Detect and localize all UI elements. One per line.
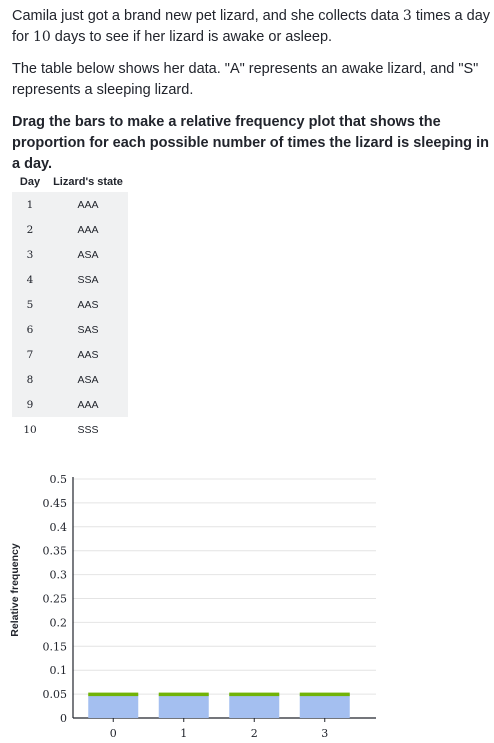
y-tick-label: 0.25 <box>43 593 68 606</box>
day-cell: 2 <box>12 217 48 242</box>
relative-frequency-chart: 0 0.05 0.1 0.15 0.2 0.25 0.3 0.35 0.4 0.45 0.5 0 1 2 3 <box>43 473 376 740</box>
state-cell: SAS <box>48 317 128 342</box>
day-cell: 1 <box>12 192 48 217</box>
x-tick-label: 1 <box>180 727 187 740</box>
y-tick-label: 0.4 <box>50 521 68 534</box>
y-tick-label: 0.05 <box>43 688 68 701</box>
bar-drag-handle-3[interactable] <box>299 692 350 697</box>
bar-3[interactable] <box>299 694 350 718</box>
problem-prompt: Camila just got a brand new pet lizard, … <box>12 6 490 186</box>
table-row: 6 SAS <box>12 317 128 342</box>
state-cell: ASA <box>48 242 128 267</box>
table-body: 1 AAA 2 AAA 3 ASA 4 SSA 5 AAS 6 SAS 7 AAS 8 ASA 9 AAA 10 SS… <box>12 192 128 442</box>
instruction: Drag the bars to make a relative frequen… <box>12 114 489 172</box>
table-row: 4 SSA <box>12 267 128 292</box>
bar-drag-handle-1[interactable] <box>158 692 209 697</box>
lizard-data-table: Day Lizard's state 1 AAA 2 AAA 3 ASA 4 SSA 5 AAS 6… <box>12 171 128 442</box>
day-cell: 6 <box>12 317 48 342</box>
times-per-day-value: 3 <box>402 8 412 24</box>
y-tick-label: 0.45 <box>43 497 68 510</box>
x-tick-label: 2 <box>251 727 258 740</box>
table-row: 8 ASA <box>12 367 128 392</box>
table-row: 9 AAA <box>12 392 128 417</box>
y-tick-label: 0.2 <box>50 616 68 629</box>
y-tick-label: 0.3 <box>50 569 68 582</box>
state-cell: AAA <box>48 192 128 217</box>
day-cell: 9 <box>12 392 48 417</box>
bar-2[interactable] <box>229 694 280 718</box>
bar-0[interactable] <box>88 694 139 718</box>
state-cell: AAS <box>48 292 128 317</box>
intro-text: Camila just got a brand new pet lizard, … <box>12 8 403 24</box>
day-cell: 4 <box>12 267 48 292</box>
intro-text-2: times a day for <box>12 8 491 45</box>
table-row: 3 ASA <box>12 242 128 267</box>
table-description: The table below shows her data. "A" repr… <box>12 61 479 98</box>
y-tick-label: 0.35 <box>43 545 68 558</box>
problem-intro: Camila just got a brand new pet lizard, … <box>12 6 490 48</box>
table-row: 1 AAA <box>12 192 128 217</box>
y-tick-label: 0 <box>60 712 67 725</box>
day-cell: 7 <box>12 342 48 367</box>
header-state: Lizard's state <box>53 175 123 188</box>
day-cell: 3 <box>12 242 48 267</box>
state-cell: SSS <box>77 423 99 436</box>
table-row: 2 AAA <box>12 217 128 242</box>
x-tick-label: 0 <box>110 727 117 740</box>
table-header-row: Day Lizard's state <box>12 171 128 192</box>
day-cell: 10 <box>23 423 37 436</box>
header-day: Day <box>19 175 41 188</box>
x-tick-label: 3 <box>321 727 328 740</box>
day-cell: 8 <box>12 367 48 392</box>
state-cell: AAS <box>48 342 128 367</box>
intro-text-3: days to see if her lizard is awake or as… <box>50 29 333 45</box>
bar-drag-handle-2[interactable] <box>229 692 280 697</box>
bar-1[interactable] <box>158 694 209 718</box>
day-cell: 5 <box>12 292 48 317</box>
bar-drag-handle-0[interactable] <box>88 692 139 697</box>
state-cell: AAA <box>48 217 128 242</box>
y-tick-label: 0.1 <box>50 664 68 677</box>
state-cell: AAA <box>48 392 128 417</box>
table-row: 5 AAS <box>12 292 128 317</box>
state-cell: SSA <box>48 267 128 292</box>
table-row: 7 AAS <box>12 342 128 367</box>
y-tick-label: 0.15 <box>43 640 68 653</box>
days-value: 10 <box>32 29 51 45</box>
state-cell: ASA <box>48 367 128 392</box>
table-row: 10 SSS <box>12 417 128 442</box>
y-tick-label: 0.5 <box>50 473 68 486</box>
